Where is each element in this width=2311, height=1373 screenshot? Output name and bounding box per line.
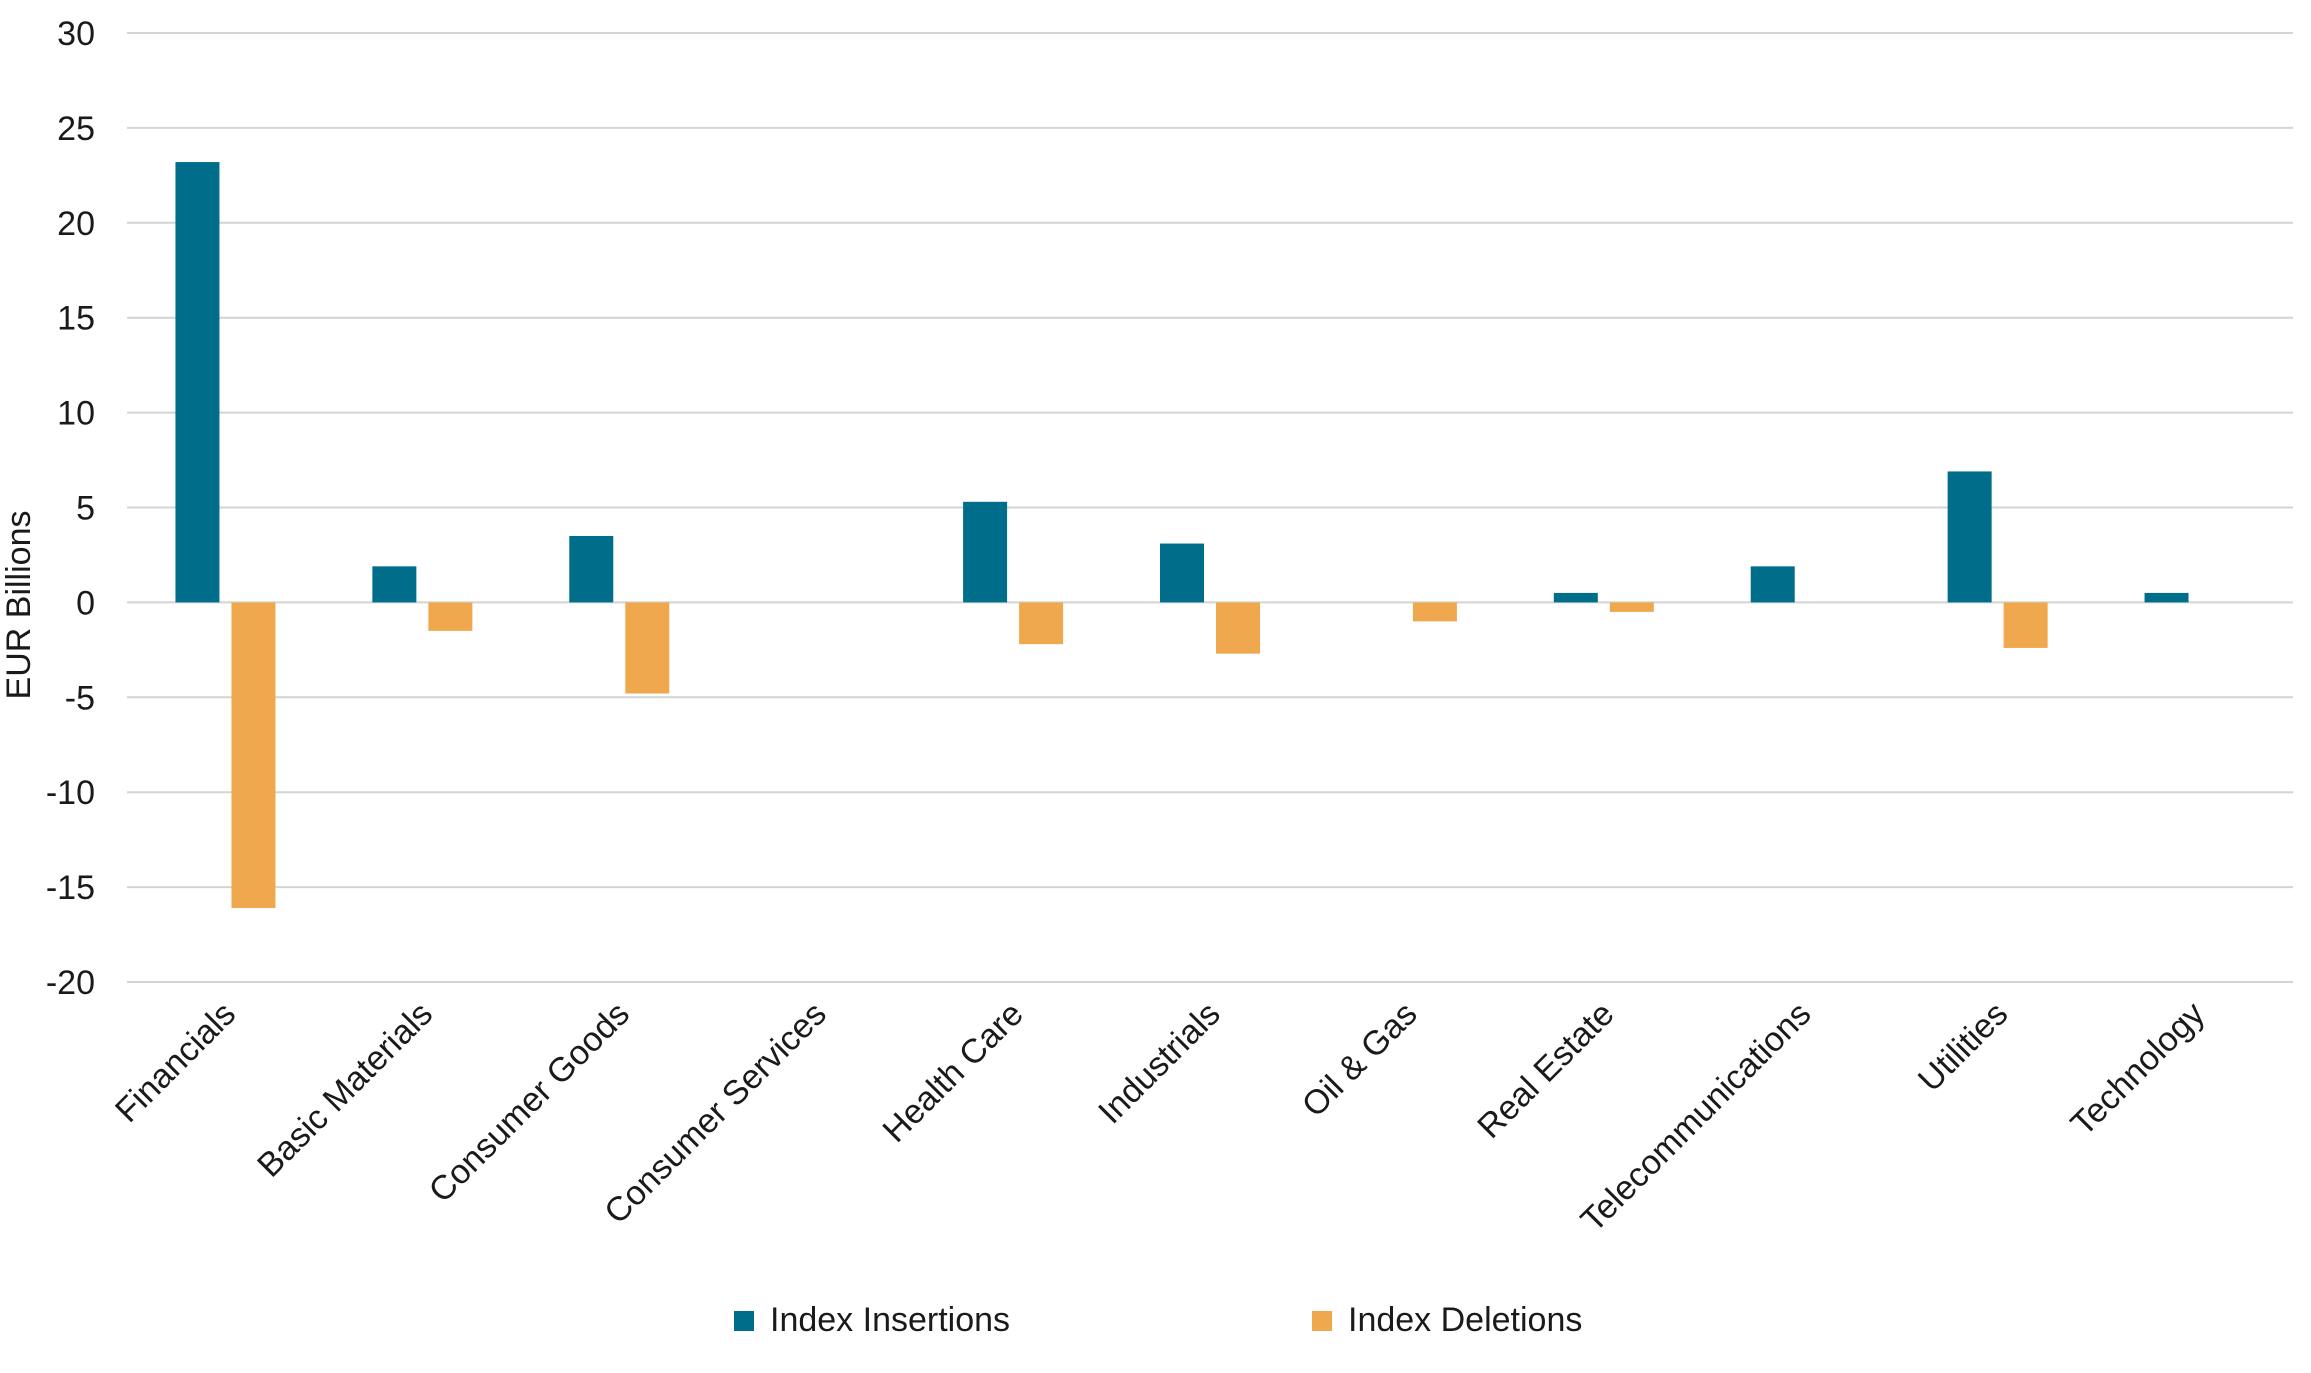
y-tick-label: -5 xyxy=(65,679,95,717)
bar-index-deletions xyxy=(1216,602,1260,654)
bar-index-deletions xyxy=(231,602,276,908)
y-tick-label: 15 xyxy=(57,300,95,338)
y-tick-label: -15 xyxy=(46,869,95,907)
y-tick-label: 0 xyxy=(76,584,95,622)
bar-index-insertions xyxy=(1160,543,1204,603)
grid-lines xyxy=(127,32,2293,983)
bar-index-deletions xyxy=(1609,602,1654,612)
y-axis-label: EUR Billions xyxy=(0,511,38,700)
y-axis-ticks: 30 25 20 15 10 5 0 -5 -10 -15 -20 xyxy=(46,15,95,1002)
legend-swatch xyxy=(1312,1311,1332,1331)
x-category-label: Utilities xyxy=(1911,995,2015,1099)
bar-index-insertions xyxy=(1750,566,1795,603)
bar-index-deletions xyxy=(1412,602,1457,622)
bar-index-deletions xyxy=(428,602,473,631)
x-category-label: Health Care xyxy=(876,995,1031,1150)
x-category-label: Financials xyxy=(108,995,243,1130)
x-category-label: Real Estate xyxy=(1470,995,1621,1146)
bar-index-insertions xyxy=(963,501,1008,603)
y-tick-label: 30 xyxy=(57,15,95,53)
bar-index-deletions xyxy=(1019,602,1064,645)
legend-swatch xyxy=(734,1311,754,1331)
legend-label: Index Insertions xyxy=(770,1301,1010,1339)
x-category-label: Consumer Goods xyxy=(422,995,637,1210)
x-category-label: Industrials xyxy=(1091,995,1227,1131)
legend-label: Index Deletions xyxy=(1348,1301,1582,1339)
x-category-label: Technology xyxy=(2064,995,2213,1144)
bar-index-insertions xyxy=(1553,592,1598,603)
bar-index-insertions xyxy=(1947,471,1992,603)
y-tick-label: -20 xyxy=(46,964,95,1002)
y-tick-label: 5 xyxy=(76,490,95,528)
bar-index-insertions xyxy=(372,566,417,603)
y-tick-label: 20 xyxy=(57,205,95,243)
x-category-label: Basic Materials xyxy=(250,995,440,1185)
bar-index-deletions xyxy=(2003,602,2048,648)
x-category-label: Oil & Gas xyxy=(1295,995,1425,1125)
y-tick-label: -10 xyxy=(46,774,95,812)
bar-index-insertions xyxy=(2144,592,2189,603)
bar-index-deletions xyxy=(625,602,670,694)
y-tick-label: 10 xyxy=(57,395,95,433)
y-tick-label: 25 xyxy=(57,110,95,148)
legend: Index Insertions Index Deletions xyxy=(734,1301,1582,1339)
bar-index-insertions xyxy=(175,162,220,603)
bars xyxy=(175,162,2189,908)
x-category-label: Consumer Services xyxy=(597,995,834,1232)
bar-index-insertions xyxy=(569,535,614,603)
